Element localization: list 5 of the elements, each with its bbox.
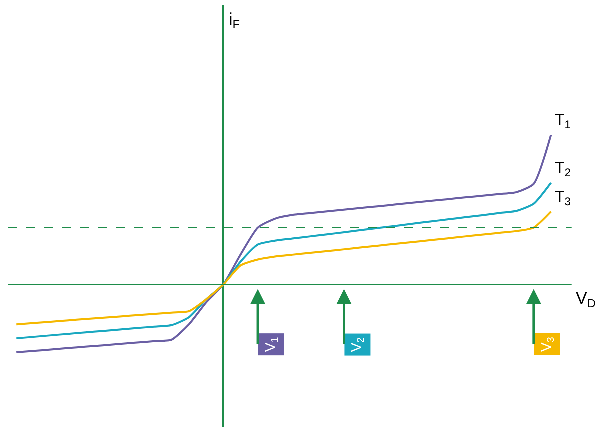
series-label: T$_{1}$	[555, 112, 572, 132]
series-label: T$_{2}$	[555, 160, 572, 180]
series-label: T$_{3}$	[555, 189, 572, 208]
x-axis-title: V$_{D}$	[576, 289, 596, 311]
text: i$_{F}$	[229, 10, 240, 32]
